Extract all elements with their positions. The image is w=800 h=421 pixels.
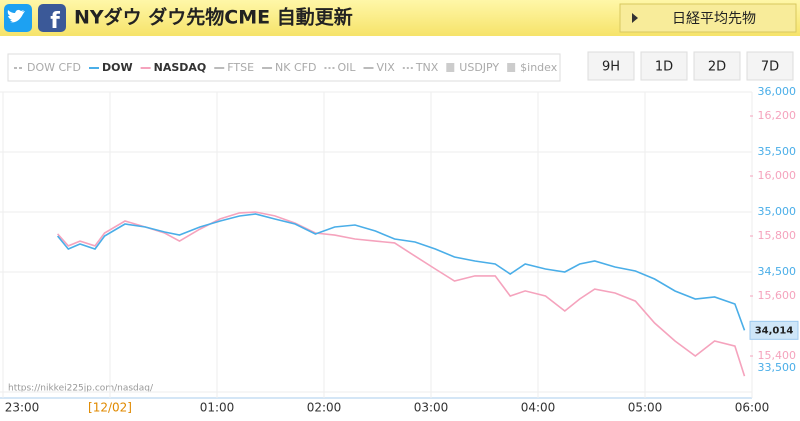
x-tick-label: 05:00 — [628, 401, 663, 415]
range-button[interactable] — [746, 51, 794, 81]
y-tick-label: 33,500 — [758, 361, 797, 374]
y2-tick-label: 15,800 — [758, 229, 797, 242]
x-tick-label: 01:00 — [200, 401, 235, 415]
y2-tick-label: 16,000 — [758, 169, 797, 182]
facebook-f: f — [50, 9, 60, 34]
series-line — [56, 213, 746, 331]
value-label: 34,014 — [755, 325, 794, 336]
range-button[interactable] — [693, 51, 741, 81]
range-button-label: 9H — [602, 60, 620, 75]
y2-tick-label: 16,200 — [758, 109, 797, 122]
y-tick-label: 35,000 — [758, 205, 797, 218]
x-tick-label: 04:00 — [521, 401, 556, 415]
nikkei-button[interactable] — [619, 3, 797, 33]
legend-label: NASDAQ — [154, 61, 207, 74]
x-tick-label: [12/02] — [88, 401, 132, 415]
range-button-label: 1D — [655, 60, 673, 75]
facebook-icon[interactable] — [38, 4, 66, 32]
legend-label: DOW CFD — [27, 61, 81, 74]
legend-label: DOW — [102, 61, 133, 74]
legend-box — [7, 53, 561, 82]
twitter-bird — [7, 9, 25, 23]
y2-tick-label: 15,600 — [758, 289, 797, 302]
x-tick-label: 02:00 — [307, 401, 342, 415]
legend-swatch — [446, 63, 455, 72]
x-tick-label: 23:00 — [5, 401, 40, 415]
legend-label: OIL — [337, 61, 356, 74]
y-tick-label: 36,000 — [758, 85, 797, 98]
legend-label: FTSE — [227, 61, 254, 74]
legend-label: TNX — [415, 61, 439, 74]
range-button-label: 2D — [708, 60, 726, 75]
value-label-box — [749, 320, 799, 340]
range-button[interactable] — [587, 51, 635, 81]
range-button[interactable] — [640, 51, 688, 81]
y-tick-label: 34,500 — [758, 265, 797, 278]
button-arrow — [632, 13, 638, 23]
y2-tick-label: 15,400 — [758, 349, 797, 362]
legend-label: VIX — [377, 61, 396, 74]
nikkei-button-label: 日経平均先物 — [672, 11, 756, 27]
legend-label: $index — [520, 61, 558, 74]
range-button-label: 7D — [761, 60, 779, 75]
legend-swatch — [507, 63, 516, 72]
series-line — [57, 211, 746, 377]
x-tick-label: 03:00 — [414, 401, 449, 415]
watermark: https://nikkei225jp.com/nasdaq/ — [8, 384, 154, 394]
page-title: NYダウ ダウ先物CME 自動更新 — [74, 6, 353, 29]
legend-label: USDJPY — [459, 61, 499, 74]
x-tick-label: 06:00 — [735, 401, 770, 415]
y-tick-label: 35,500 — [758, 145, 797, 158]
legend-label: NK CFD — [275, 61, 316, 74]
